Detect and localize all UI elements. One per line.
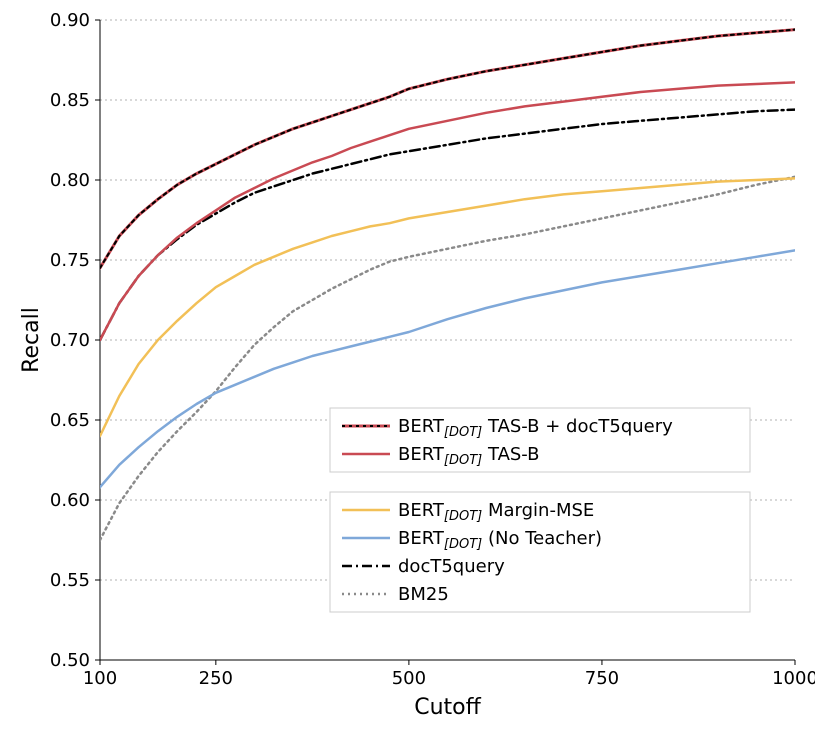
- y-tick-label: 0.65: [50, 410, 90, 431]
- y-tick-label: 0.75: [50, 250, 90, 271]
- legend-label-tasb_doct5: BERT[DOT] TAS-B + docT5query: [398, 416, 673, 440]
- y-tick-label: 0.70: [50, 330, 90, 351]
- y-axis-label: Recall: [19, 307, 44, 373]
- legend-group-0: BERT[DOT] TAS-B + docT5queryBERT[DOT] TA…: [330, 408, 750, 472]
- chart-container: 100 250 500 750 1000 0.50 0.55 0.60 0.65 0.70 0.75…: [0, 0, 815, 736]
- y-tick-label: 0.60: [50, 490, 90, 511]
- legend-label-doct5query: docT5query: [398, 556, 505, 577]
- y-tick-label: 0.90: [50, 10, 90, 31]
- x-tick-label: 500: [392, 668, 426, 689]
- x-tick-label: 750: [585, 668, 619, 689]
- legend-label-bm25: BM25: [398, 584, 449, 605]
- x-tick-label: 100: [83, 668, 117, 689]
- x-tick-label: 250: [199, 668, 233, 689]
- x-tick-label: 1000: [772, 668, 815, 689]
- y-tick-label: 0.50: [50, 650, 90, 671]
- x-axis-label: Cutoff: [414, 695, 481, 720]
- legend-label-noteacher: BERT[DOT] (No Teacher): [398, 528, 602, 552]
- y-tick-label: 0.85: [50, 90, 90, 111]
- y-tick-label: 0.55: [50, 570, 90, 591]
- legend-group-1: BERT[DOT] Margin-MSE BERT[DOT] (No Teache…: [330, 492, 750, 612]
- y-tick-label: 0.80: [50, 170, 90, 191]
- recall-cutoff-chart: 100 250 500 750 1000 0.50 0.55 0.60 0.65 0.70 0.75…: [0, 0, 815, 736]
- legend-label-marginmse: BERT[DOT] Margin-MSE: [398, 500, 594, 524]
